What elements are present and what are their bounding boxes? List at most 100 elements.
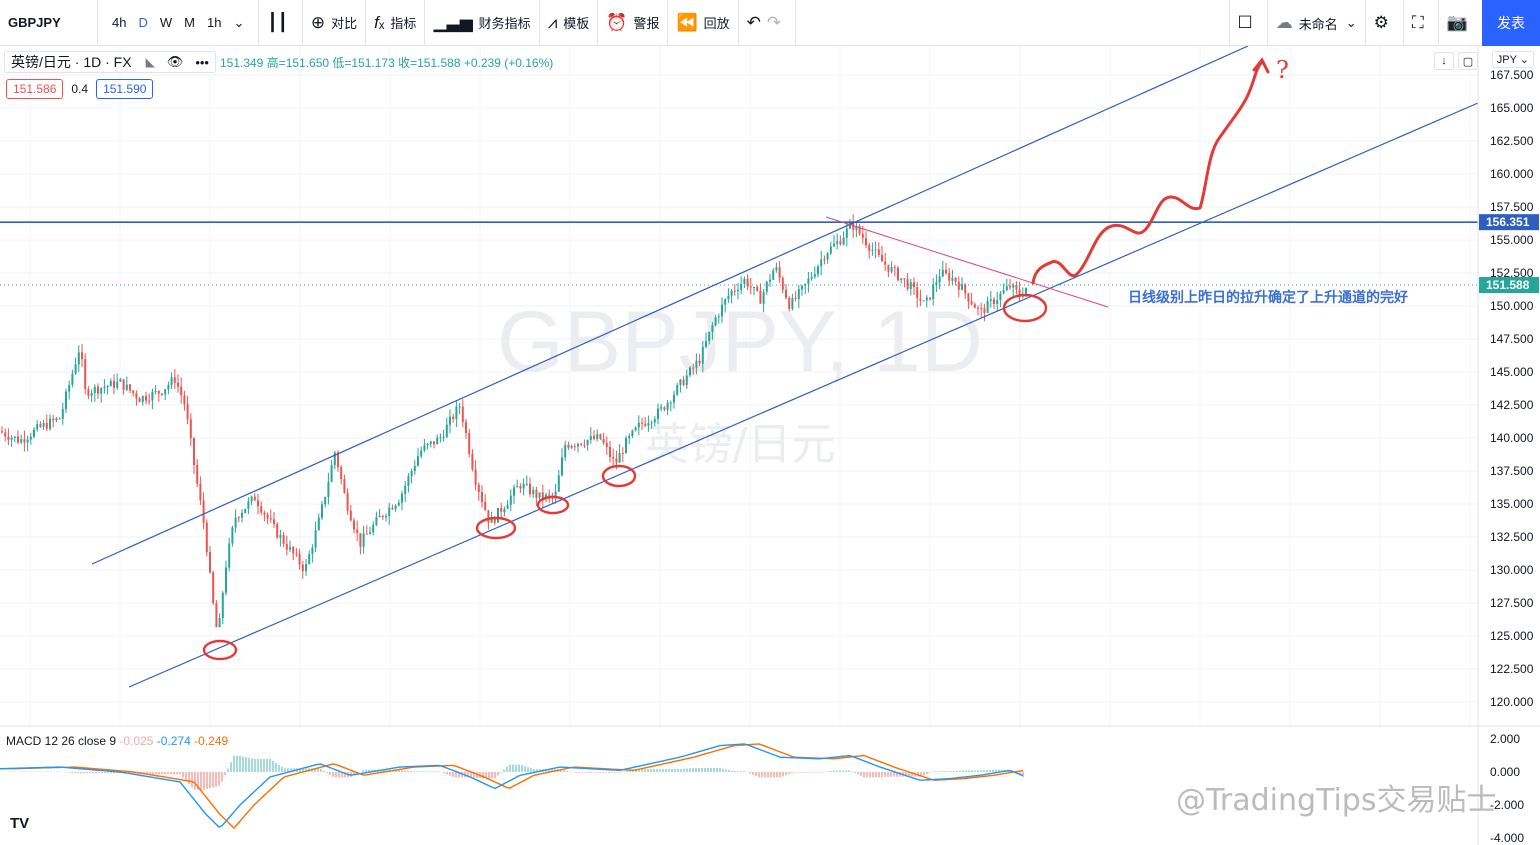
compare-button[interactable]: ⊕ 对比: [303, 0, 367, 46]
legend-title-box[interactable]: 英镑/日元 · 1D · FX ◣ 👁 •••: [4, 51, 216, 73]
candle-body: [465, 422, 467, 434]
candle-body: [1, 431, 3, 433]
candle-body: [788, 298, 791, 309]
candle-body: [151, 391, 154, 401]
candle-body: [500, 507, 503, 512]
candle-body: [900, 278, 903, 281]
candle-body: [145, 396, 147, 401]
price-tick-label: 137.500: [1490, 464, 1534, 478]
layout-toggle-button[interactable]: ☐: [1228, 0, 1267, 46]
candle-body: [1012, 284, 1015, 288]
publish-button[interactable]: 发表: [1482, 0, 1540, 46]
candle-body: [420, 450, 423, 457]
candle-body: [609, 446, 611, 458]
rewind-icon: ⏪: [676, 12, 698, 32]
price-tick-label: 130.000: [1490, 563, 1534, 577]
channel-upper-line: [91, 46, 1249, 565]
macd-value: -0.274: [156, 734, 191, 748]
candle-body: [807, 278, 810, 285]
candle-body: [916, 287, 919, 299]
interval-w[interactable]: W: [159, 15, 173, 30]
undo-icon[interactable]: ↶: [746, 12, 761, 32]
financials-button[interactable]: ▁▃▅ 财务指标: [425, 0, 540, 46]
question-mark: ?: [1276, 56, 1289, 84]
snapshot-button[interactable]: 📷: [1437, 0, 1482, 46]
candle-body: [820, 259, 823, 267]
plus-circle-icon: ⊕: [310, 12, 326, 32]
candle-body: [42, 422, 45, 427]
candle-body: [951, 277, 954, 281]
more-icon[interactable]: •••: [195, 54, 209, 70]
candle-body: [765, 281, 768, 292]
candle-body: [164, 389, 167, 395]
candle-body: [785, 289, 787, 299]
price-tick-label: 135.000: [1490, 497, 1534, 511]
candle-body: [577, 443, 579, 447]
candle-body: [692, 367, 695, 369]
candle-body: [980, 308, 983, 310]
symbol-search[interactable]: GBPJPY: [0, 0, 98, 46]
candle-body: [935, 282, 938, 286]
interval-d[interactable]: D: [138, 15, 148, 30]
tradingview-logo[interactable]: TV: [10, 815, 30, 832]
interval-m[interactable]: M: [184, 15, 195, 30]
candle-body: [932, 285, 935, 300]
candle-body: [221, 592, 224, 619]
chart-type-button[interactable]: ┃┃: [259, 0, 303, 46]
indicators-button[interactable]: fₓ 指标: [366, 0, 426, 46]
candle-body: [49, 418, 51, 429]
candle-body: [823, 259, 826, 261]
flag-icon[interactable]: ◣: [145, 55, 155, 69]
interval-1h[interactable]: 1h: [206, 15, 222, 30]
candle-body: [365, 533, 368, 535]
candle-body: [417, 456, 419, 466]
candle-body: [791, 297, 794, 309]
candle-body: [519, 486, 522, 489]
candle-body: [858, 226, 861, 234]
candle-body: [561, 457, 563, 476]
candle-body: [122, 379, 125, 390]
interval-4h[interactable]: 4h: [112, 15, 127, 30]
candle-body: [839, 241, 842, 245]
candle-body: [1009, 286, 1011, 288]
currency-selector[interactable]: JPY ⌄: [1491, 51, 1534, 68]
redo-icon[interactable]: ↷: [766, 12, 782, 32]
candle-body: [340, 467, 343, 480]
maximize-icon[interactable]: ▢: [1458, 52, 1478, 70]
candle-body: [167, 385, 170, 390]
candle-body: [929, 297, 931, 300]
price-tick-label: 167.500: [1490, 68, 1534, 82]
candle-body: [209, 552, 211, 573]
candle-body: [29, 436, 32, 440]
candle-body: [701, 346, 704, 364]
eye-icon[interactable]: 👁: [166, 54, 184, 69]
candle-body: [4, 432, 7, 437]
settings-button[interactable]: ⚙: [1364, 0, 1403, 46]
candle-body: [554, 491, 557, 497]
candle-body: [97, 386, 99, 394]
price-tick-label: 132.500: [1490, 530, 1534, 544]
price-chart[interactable]: GBPJPY, 1D 英镑/日元 ? 167.500 165.000 162.500…: [0, 46, 1540, 845]
ask-price-button[interactable]: 151.590: [96, 79, 154, 99]
price-tick-label: 147.500: [1490, 332, 1534, 346]
chevron-down-icon[interactable]: ⌄: [233, 14, 245, 30]
candle-body: [682, 379, 685, 386]
candle-body: [39, 424, 42, 427]
candle-body: [833, 243, 835, 247]
candle-body: [685, 375, 688, 386]
candle-body: [657, 408, 659, 420]
price-axis: 167.500 165.000 162.500 160.000 157.500 155.0…: [0, 46, 1540, 845]
layout-name-button[interactable]: ☁ 未命名 ⌄: [1266, 0, 1365, 46]
candle-body: [887, 264, 890, 272]
templates-button[interactable]: ⩘ 模板: [540, 0, 599, 46]
arrow-down-icon[interactable]: ↓: [1434, 52, 1454, 70]
bid-price-button[interactable]: 151.586: [6, 79, 64, 99]
replay-button[interactable]: ⏪ 回放: [668, 0, 739, 46]
candle-body: [100, 388, 103, 394]
candle-body: [343, 479, 346, 493]
candle-body: [244, 508, 247, 513]
candle-body: [311, 547, 314, 555]
candle-body: [913, 282, 915, 288]
alert-button[interactable]: ⏰ 警报: [598, 0, 669, 46]
fullscreen-button[interactable]: ⛶: [1402, 0, 1438, 46]
